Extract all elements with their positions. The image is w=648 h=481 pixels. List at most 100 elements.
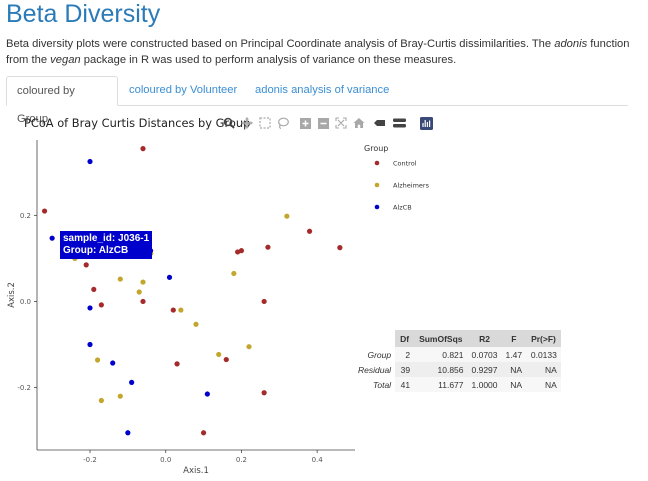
table-row-name: Total <box>354 377 396 392</box>
table-cell: 41 <box>395 377 415 392</box>
legend-marker <box>374 182 380 188</box>
data-point <box>125 430 131 436</box>
data-point <box>41 208 48 214</box>
adonis-table: Df SumOfSqs R2 F Pr(>F) Group 2 0.821 0.… <box>354 330 561 392</box>
y-tick-label: -0.2 <box>17 384 31 392</box>
table-cell: 0.821 <box>414 347 468 362</box>
data-point <box>117 393 123 399</box>
tab-adonis-analysis[interactable]: adonis analysis of variance <box>255 84 390 96</box>
table-cell: 0.9297 <box>467 362 502 377</box>
data-point <box>178 307 184 313</box>
table-header-r2: R2 <box>467 330 502 347</box>
data-point <box>166 274 173 280</box>
data-point <box>129 379 135 386</box>
table-row: Total 41 11.677 1.0000 NA NA <box>354 377 561 392</box>
data-point <box>140 298 146 305</box>
table-row: Residual 39 10.856 0.9297 NA NA <box>354 362 561 377</box>
data-point <box>204 391 210 397</box>
desc-adonis: adonis <box>554 38 588 50</box>
table-cell: 2 <box>395 347 415 362</box>
plotly-logo-icon[interactable] <box>419 116 433 130</box>
data-point <box>216 351 222 358</box>
table-header-f: F <box>501 330 527 347</box>
x-tick-label: 0.0 <box>160 456 171 464</box>
data-point <box>261 390 267 396</box>
table-row: Group 2 0.821 0.0703 1.47 0.0133 <box>354 347 561 362</box>
data-point <box>284 213 290 219</box>
page-description: Beta diversity plots were constructed ba… <box>6 36 636 68</box>
chart-points <box>41 146 343 436</box>
autoscale-icon[interactable] <box>334 116 348 130</box>
compare-hover-icon[interactable] <box>392 116 406 130</box>
chart-legend: Group Control Alzheimers AlzCB <box>364 144 430 212</box>
y-axis-label: Axis.2 <box>7 282 17 308</box>
chart-axes: -0.2 0.0 0.2 0.4 -0.2 0.0 0.2 Axis.1 Axis.2 <box>7 140 355 476</box>
data-point <box>238 248 245 254</box>
data-point <box>170 307 176 313</box>
desc-text-3: package in R was used to perform analysi… <box>80 54 457 66</box>
data-point <box>265 244 271 250</box>
data-point <box>136 289 142 295</box>
plot-title: PCoA of Bray Curtis Distances by Group <box>24 116 251 130</box>
table-cell: 1.0000 <box>467 377 502 392</box>
spike-lines-icon[interactable] <box>372 116 386 130</box>
table-cell: 10.856 <box>414 362 468 377</box>
data-point <box>49 235 55 241</box>
tooltip-sample-id: sample_id: J036-1 <box>63 233 150 244</box>
table-cell: NA <box>501 377 527 392</box>
y-tick-label: 0.0 <box>20 298 31 306</box>
data-point <box>98 302 104 308</box>
page-title: Beta Diversity <box>6 0 161 28</box>
table-cell: 0.0703 <box>467 347 502 362</box>
table-cell: 39 <box>395 362 415 377</box>
x-tick-label: 0.2 <box>236 456 247 464</box>
box-select-icon[interactable] <box>258 116 272 130</box>
legend-title: Group <box>364 144 388 153</box>
pan-icon[interactable] <box>240 116 254 130</box>
table-corner <box>354 330 396 347</box>
legend-label: Alzheimers <box>393 182 430 190</box>
table-header-df: Df <box>395 330 415 347</box>
table-cell: 1.47 <box>501 347 527 362</box>
data-point <box>94 357 101 363</box>
data-point <box>223 356 229 363</box>
data-point <box>337 245 343 251</box>
desc-vegan: vegan <box>50 54 81 66</box>
table-cell: 11.677 <box>414 377 468 392</box>
data-point <box>117 276 123 282</box>
data-point <box>306 228 313 234</box>
zoom-in-icon[interactable] <box>298 116 312 130</box>
x-axis-label: Axis.1 <box>183 466 209 476</box>
tab-coloured-by-group[interactable]: coloured by Group <box>6 76 118 125</box>
data-point <box>91 286 97 293</box>
x-tick-label: 0.4 <box>312 456 324 464</box>
table-header-pr: Pr(>F) <box>526 330 561 347</box>
tab-bar: coloured by Group coloured by Volunteer … <box>6 76 628 125</box>
legend-marker <box>374 160 380 166</box>
zoom-icon[interactable] <box>222 116 236 130</box>
data-point <box>87 158 93 165</box>
table-cell: NA <box>526 362 561 377</box>
x-tick-label: -0.2 <box>83 456 97 464</box>
desc-text-2: function from the <box>6 38 630 66</box>
data-point <box>83 262 89 268</box>
table-header-sumofsqs: SumOfSqs <box>414 330 468 347</box>
reset-axes-icon[interactable] <box>352 116 366 130</box>
table-row-name: Residual <box>354 362 396 377</box>
zoom-out-icon[interactable] <box>316 116 330 130</box>
legend-label: Control <box>393 160 417 168</box>
y-tick-label: 0.2 <box>20 212 31 220</box>
data-point <box>98 397 104 404</box>
data-point <box>231 270 237 277</box>
lasso-select-icon[interactable] <box>276 116 290 130</box>
legend-label: AlzCB <box>393 204 412 212</box>
data-point <box>193 321 199 327</box>
table-cell: 0.0133 <box>526 347 561 362</box>
hover-tooltip: sample_id: J036-1 Group: AlzCB <box>60 231 153 259</box>
data-point <box>200 430 207 436</box>
data-point <box>261 298 267 305</box>
table-cell: NA <box>501 362 527 377</box>
data-point <box>246 344 252 350</box>
tab-coloured-by-volunteer[interactable]: coloured by Volunteer <box>129 84 238 96</box>
